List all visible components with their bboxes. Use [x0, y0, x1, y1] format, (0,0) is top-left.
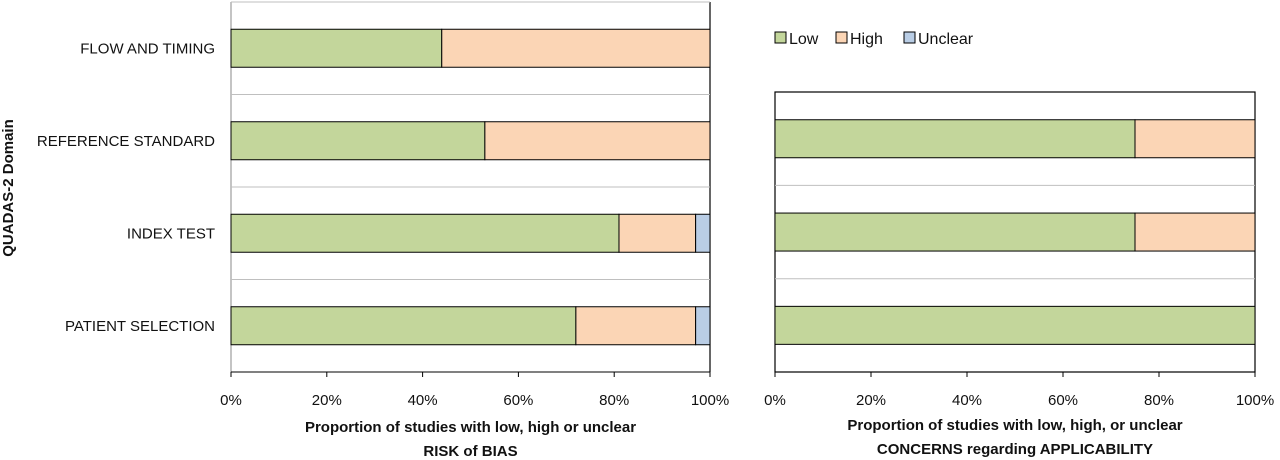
- bar-high-index-test: [1134, 212, 1256, 252]
- bar-low-patient-selection: [230, 306, 577, 346]
- applicability-panel: 0% 20% 40% 60% 80% 100% Proportion of studies …: [764, 91, 1274, 458]
- x-axis-title-line2: RISK of BIAS: [423, 443, 517, 460]
- x-axis-title-line2: CONCERNS regarding APPLICABILITY: [877, 441, 1153, 458]
- category-label: REFERENCE STANDARD: [37, 133, 215, 150]
- bar-high-reference-standard: [1134, 119, 1256, 159]
- bar-low-index-test: [230, 213, 620, 253]
- bar-low-patient-selection: [774, 305, 1256, 345]
- bar-low-index-test: [774, 212, 1136, 252]
- legend: Low High Unclear: [774, 31, 974, 48]
- legend-swatch-unclear: [903, 31, 916, 44]
- risk-of-bias-panel: 0% 20% 40% 60% 80% 100% Proportion of studies …: [37, 1, 729, 460]
- category-label: PATIENT SELECTION: [65, 318, 215, 335]
- bar-low-flow-and-timing: [230, 28, 443, 68]
- x-tick-label: 80%: [1144, 392, 1174, 409]
- bar-low-reference-standard: [230, 121, 486, 161]
- x-tick-label: 0%: [220, 392, 242, 409]
- x-tick-label: 80%: [599, 392, 629, 409]
- bar-high-index-test: [618, 213, 697, 253]
- legend-swatch-high: [835, 31, 848, 44]
- x-tick-label: 40%: [952, 392, 982, 409]
- x-tick-label: 20%: [312, 392, 342, 409]
- bar-low-reference-standard: [774, 119, 1136, 159]
- bar-high-patient-selection: [575, 306, 697, 346]
- x-tick-label: 60%: [1048, 392, 1078, 409]
- x-tick-label: 40%: [408, 392, 438, 409]
- x-axis-title-line1: Proportion of studies with low, high or …: [305, 419, 636, 436]
- category-label: FLOW AND TIMING: [80, 40, 215, 57]
- x-tick-label: 0%: [764, 392, 786, 409]
- bar-high-flow-and-timing: [441, 28, 711, 68]
- bar-high-reference-standard: [484, 121, 711, 161]
- legend-label-high: High: [850, 31, 883, 48]
- x-tick-label: 20%: [856, 392, 886, 409]
- legend-label-low: Low: [789, 31, 819, 48]
- y-axis-title: QUADAS-2 Domain: [0, 119, 17, 257]
- category-label: INDEX TEST: [127, 225, 215, 242]
- x-tick-label: 100%: [691, 392, 729, 409]
- legend-label-unclear: Unclear: [918, 31, 974, 48]
- bar-unclear-index-test: [695, 213, 711, 253]
- x-tick-label: 100%: [1236, 392, 1274, 409]
- legend-swatch-low: [774, 31, 787, 44]
- x-axis-title-line1: Proportion of studies with low, high, or…: [847, 417, 1182, 434]
- bar-unclear-patient-selection: [695, 306, 711, 346]
- x-tick-label: 60%: [503, 392, 533, 409]
